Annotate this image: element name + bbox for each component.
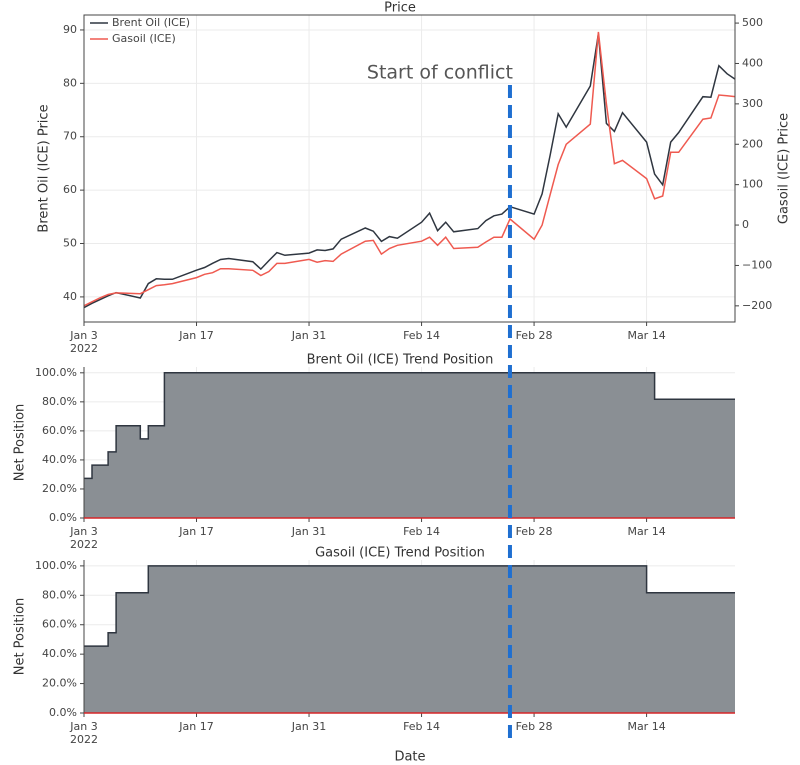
y2-tick-label: 0 [742,218,749,231]
x-tick-label: Feb 28 [516,720,553,733]
y-tick-label: 60 [63,183,77,196]
x-tick-label: Feb 14 [403,329,440,342]
annotation: Start of conflict [367,62,513,84]
y-tick-label: 20.0% [42,482,77,495]
chart-title: Price [384,1,416,16]
x-tick-label: Mar 14 [627,720,665,733]
x-tick-sublabel: 2022 [70,538,98,551]
y-tick-label: 80.0% [42,395,77,408]
y-tick-label: 50 [63,237,77,250]
x-tick-label: Jan 3 [69,720,97,733]
x-tick-label: Feb 14 [403,720,440,733]
y-tick-label: 40 [63,290,77,303]
chart-title: Brent Oil (ICE) Trend Position [307,353,494,368]
y2-tick-label: −100 [742,258,772,271]
y2-tick-label: 100 [742,178,763,191]
x-tick-sublabel: 2022 [70,342,98,355]
y-tick-label: 100.0% [35,559,77,572]
x-tick-label: Jan 31 [291,329,326,342]
x-tick-label: Jan 31 [291,525,326,538]
y-tick-label: 80 [63,76,77,89]
y-axis-label: Net Position [13,598,28,676]
x-tick-label: Mar 14 [627,525,665,538]
y-tick-label: 100.0% [35,366,77,379]
y-tick-label: 80.0% [42,588,77,601]
y-tick-label: 60.0% [42,618,77,631]
y-tick-label: 20.0% [42,677,77,690]
legend-label: Brent Oil (ICE) [112,16,190,29]
x-axis-label: Date [394,750,425,765]
y-tick-label: 40.0% [42,453,77,466]
y-tick-label: 0.0% [49,706,77,719]
x-tick-label: Feb 28 [516,329,553,342]
plot-frame [83,14,736,323]
step-line [84,372,735,480]
y-tick-label: 40.0% [42,647,77,660]
y-axis-label: Net Position [13,404,28,482]
y-tick-label: 60.0% [42,424,77,437]
chart-title: Gasoil (ICE) Trend Position [315,546,485,561]
area-fill [84,565,735,713]
series-line [83,33,736,309]
x-tick-label: Feb 14 [403,525,440,538]
x-tick-label: Mar 14 [627,329,665,342]
x-tick-label: Jan 31 [291,720,326,733]
area-fill [84,372,735,518]
y-tick-label: 0.0% [49,511,77,524]
series-line [83,31,736,307]
y-tick-label: 90 [63,23,77,36]
x-tick-label: Jan 17 [178,329,213,342]
y-tick-label: 70 [63,130,77,143]
x-tick-label: Jan 17 [178,525,213,538]
legend-label: Gasoil (ICE) [112,32,176,45]
y2-tick-label: 300 [742,97,763,110]
x-tick-sublabel: 2022 [70,733,98,746]
y2-tick-label: 400 [742,56,763,69]
step-line [84,565,735,647]
y2-axis-label: Gasoil (ICE) Price [777,113,792,224]
x-tick-label: Jan 17 [178,720,213,733]
x-tick-label: Feb 28 [516,525,553,538]
x-tick-label: Jan 3 [69,329,97,342]
y2-tick-label: 500 [742,16,763,29]
y2-tick-label: −200 [742,299,772,312]
x-tick-label: Jan 3 [69,525,97,538]
y-axis-label: Brent Oil (ICE) Price [37,104,52,232]
y2-tick-label: 200 [742,137,763,150]
